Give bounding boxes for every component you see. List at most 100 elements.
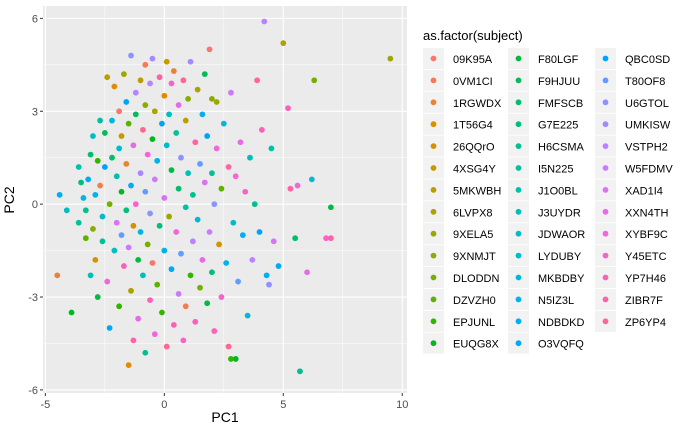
data-point (187, 58, 194, 65)
legend-marker (602, 252, 609, 259)
legend-label: O3VQFQ (538, 339, 584, 351)
data-point (82, 207, 89, 214)
legend-label: N5IZ3L (538, 295, 574, 307)
data-point (97, 182, 103, 189)
data-point (90, 133, 96, 139)
data-point (199, 111, 206, 118)
data-point (211, 201, 218, 208)
legend-label: DLODDN (453, 273, 500, 285)
data-point (192, 318, 199, 325)
legend-label: YP7H46 (625, 273, 666, 285)
data-point (123, 160, 130, 167)
legend-marker (430, 121, 437, 128)
legend-label: 9XELA5 (453, 229, 493, 241)
data-point (258, 126, 265, 133)
data-point (111, 247, 118, 254)
legend-label: MKBDBY (538, 273, 585, 285)
data-point (232, 173, 239, 180)
legend-label: 9XNMJT (453, 251, 496, 263)
data-point (97, 117, 103, 124)
data-point (287, 185, 294, 192)
data-point (54, 272, 61, 279)
data-point (94, 294, 101, 300)
data-point (242, 188, 249, 195)
data-point (239, 232, 246, 239)
data-point (327, 235, 334, 242)
legend-label: JDWAOR (538, 229, 585, 241)
data-point (189, 238, 196, 245)
data-point (209, 170, 215, 177)
data-point (216, 241, 222, 248)
data-point (168, 266, 175, 273)
data-point (275, 263, 282, 269)
data-point (78, 179, 84, 186)
data-point (244, 312, 251, 319)
data-point (147, 80, 153, 87)
data-point (256, 229, 263, 235)
data-point (151, 331, 158, 338)
data-point (194, 86, 201, 93)
data-point (101, 164, 108, 170)
data-point (120, 263, 127, 269)
legend-label: XXN4TH (625, 207, 668, 219)
legend-label: F80LGF (538, 54, 579, 66)
data-point (147, 297, 153, 304)
data-point (294, 182, 301, 189)
legend-label: I5N225 (538, 164, 573, 176)
data-point (173, 130, 180, 136)
data-point (213, 99, 220, 105)
data-point (123, 207, 130, 214)
data-point (225, 343, 232, 350)
data-point (130, 337, 137, 344)
legend-label: G7E225 (538, 120, 578, 132)
legend-label: XAD1I4 (625, 185, 663, 197)
data-point (106, 325, 113, 331)
data-point (268, 145, 275, 152)
legend-marker (515, 230, 522, 237)
x-axis-ticks: -5 0 5 10 (40, 393, 408, 411)
data-point (323, 235, 330, 242)
data-point (180, 337, 187, 344)
data-point (228, 356, 234, 362)
data-point (140, 126, 146, 133)
legend-marker (602, 208, 609, 215)
data-point (263, 272, 270, 279)
data-point (209, 95, 215, 102)
data-point (87, 151, 94, 158)
data-point (178, 250, 184, 257)
data-point (225, 164, 232, 170)
data-point (201, 71, 208, 78)
legend-marker (515, 187, 522, 193)
data-point (149, 136, 156, 143)
data-point (292, 235, 299, 242)
legend-marker (515, 318, 522, 325)
data-point (163, 58, 170, 65)
data-point (175, 185, 182, 192)
data-point (213, 145, 220, 152)
legend-label: EUQG8X (453, 339, 500, 351)
data-point (154, 157, 161, 164)
legend-label: QBC0SD (625, 54, 670, 66)
data-point (144, 151, 151, 158)
data-point (270, 238, 277, 245)
legend-label: 1RGWDX (453, 98, 502, 110)
data-point (132, 89, 139, 96)
y-tick-label: 3 (32, 106, 38, 118)
data-point (161, 92, 168, 99)
data-point (130, 222, 137, 229)
data-point (170, 68, 177, 74)
data-point (230, 219, 237, 226)
data-point (170, 321, 177, 328)
data-point (204, 133, 211, 139)
legend-marker (515, 274, 522, 281)
data-point (125, 120, 132, 127)
data-point (206, 229, 213, 235)
data-point (113, 173, 120, 180)
legend-label: FMFSCB (538, 98, 583, 110)
data-point (220, 120, 227, 127)
legend-marker (515, 99, 522, 106)
legend: 09K95A 0VM1CI 1RGWDX 1T56G4 26QQrO 4XSG4Y 5MKW… (423, 48, 673, 354)
data-point (285, 105, 291, 112)
legend-label: Y45ETC (625, 251, 667, 263)
data-point (201, 179, 208, 186)
